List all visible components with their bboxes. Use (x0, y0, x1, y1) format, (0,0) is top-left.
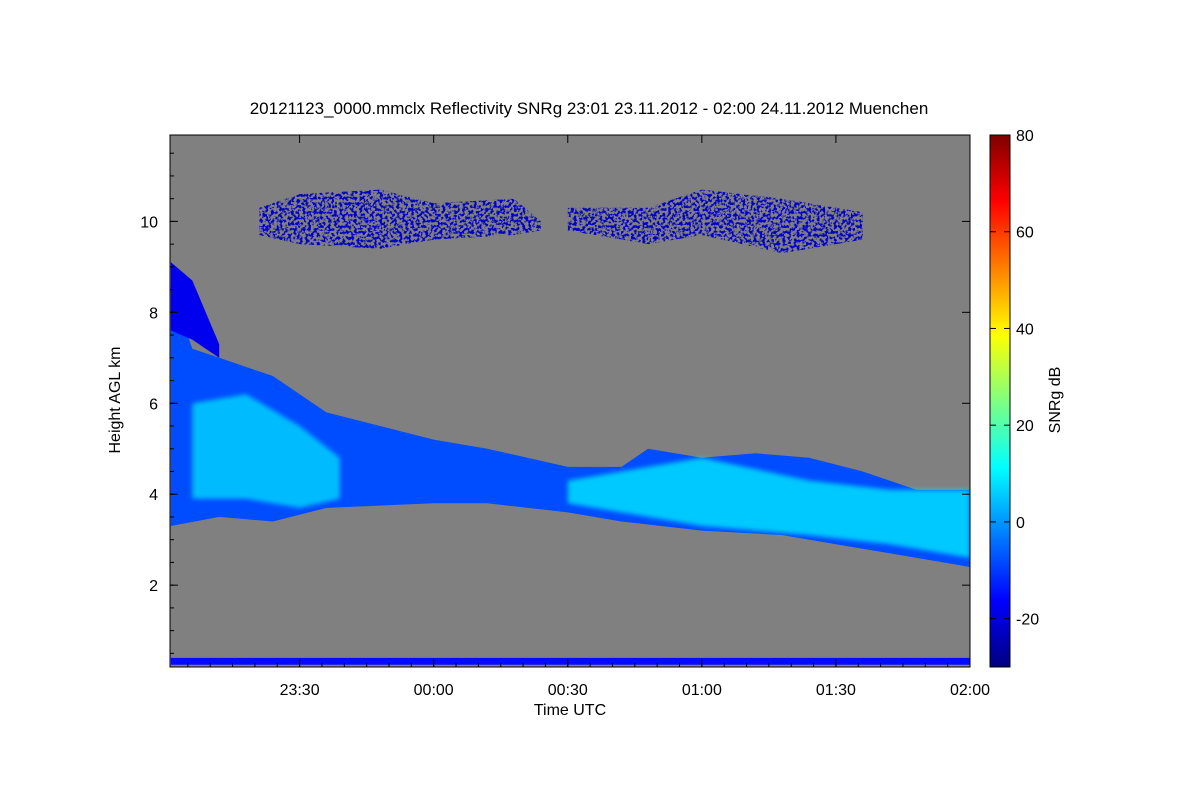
colorbar-tick-label: 0 (1016, 515, 1025, 532)
colorbar-ticks: -20 0 20 40 60 80 (990, 128, 1039, 629)
colorbar-tick-label: -20 (1016, 612, 1039, 629)
y-tick-label: 10 (140, 214, 158, 231)
colorbar-tick-label: 40 (1016, 321, 1034, 338)
x-tick-label: 23:30 (280, 682, 320, 699)
y-tick-label: 8 (149, 305, 158, 322)
echo-core-region-2 (567, 457, 970, 558)
x-tick-label: 00:00 (414, 682, 454, 699)
echo-cirrus-layer-1 (259, 189, 541, 249)
y-axis: 2 4 6 8 10 (140, 152, 970, 654)
chart-title: 20121123_0000.mmclx Reflectivity SNRg 23… (250, 99, 929, 118)
echo-core-region-1 (192, 394, 340, 508)
echo-upper-streak (170, 262, 220, 358)
x-tick-label: 00:30 (548, 682, 588, 699)
x-tick-label: 01:00 (682, 682, 722, 699)
colorbar: -20 0 20 40 60 80 SNRg dB (989, 128, 1064, 668)
x-axis-label: Time UTC (534, 702, 606, 719)
colorbar-label: SNRg dB (1047, 367, 1064, 434)
colorbar-tick-label: 20 (1016, 418, 1034, 435)
y-tick-label: 6 (149, 396, 158, 413)
y-tick-label: 4 (149, 487, 158, 504)
plot-frame (169, 134, 971, 668)
colorbar-tick-label: 60 (1016, 225, 1034, 242)
echo-cirrus-layer-2 (567, 189, 863, 254)
y-tick-label: 2 (149, 578, 158, 595)
colorbar-scale (989, 134, 1011, 668)
x-tick-label: 02:00 (950, 682, 990, 699)
colorbar-tick-label: 80 (1016, 128, 1034, 145)
x-axis: 23:30 00:00 00:30 01:00 01:30 02:00 (187, 135, 990, 699)
x-tick-label: 01:30 (816, 682, 856, 699)
echo-layers (170, 189, 970, 665)
echo-ground-clutter (170, 657, 970, 665)
y-axis-label: Height AGL km (107, 346, 124, 453)
plot-area: 23:30 00:00 00:30 01:00 01:30 02:00 2 4 6 8 10 (140, 134, 990, 699)
